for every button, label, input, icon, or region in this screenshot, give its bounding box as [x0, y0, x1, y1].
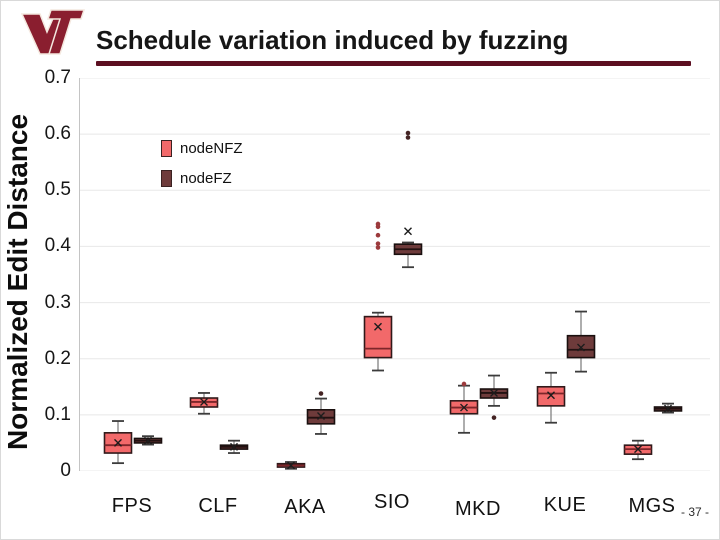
box-nodeNFZ-CLF — [189, 392, 219, 415]
y-tick-label: 0.2 — [44, 347, 71, 369]
box-nodeFZ-MGS — [653, 402, 683, 414]
box-nodeFZ-KUE — [566, 310, 596, 373]
mean-marker — [374, 322, 382, 331]
mean-marker — [634, 445, 642, 454]
mean-marker — [577, 343, 585, 352]
legend-swatch-nodeNFZ — [161, 140, 172, 157]
x-category-label-KUE: KUE — [543, 494, 587, 516]
legend-swatch-nodeFZ — [161, 170, 172, 187]
box-nodeNFZ-SIO — [363, 221, 393, 372]
mean-marker — [287, 461, 295, 470]
box-rect — [363, 315, 393, 359]
box-rect — [536, 385, 566, 407]
mean-marker — [230, 442, 238, 451]
outlier-point — [491, 415, 497, 420]
box-nodeNFZ-MGS — [623, 439, 653, 461]
x-category-label-SIO: SIO — [374, 491, 410, 513]
outlier-point — [375, 245, 381, 250]
mean-marker — [114, 438, 122, 447]
title-underline — [96, 61, 691, 66]
y-tick-label: 0.5 — [44, 179, 71, 201]
outlier-point — [375, 221, 381, 227]
y-axis-title: Normalized Edit Distance — [2, 113, 33, 451]
legend-row-nodeNFZ: nodeNFZ — [161, 140, 243, 157]
legend-label-nodeFZ: nodeFZ — [180, 170, 232, 187]
x-category-label-FPS: FPS — [111, 495, 153, 517]
box-nodeNFZ-FPS — [103, 420, 133, 465]
outlier-point — [405, 135, 411, 140]
plot-area — [80, 78, 710, 471]
x-category-label-MGS: MGS — [628, 495, 676, 517]
legend-row-nodeFZ: nodeFZ — [161, 170, 243, 187]
boxplot-chart — [79, 78, 710, 471]
outlier-point — [461, 381, 467, 387]
box-nodeFZ-AKA — [306, 391, 336, 435]
mean-marker — [664, 404, 672, 413]
mean-marker — [460, 403, 468, 412]
box-nodeFZ-SIO — [393, 130, 423, 269]
mean-marker — [144, 436, 152, 445]
mean-marker — [547, 391, 555, 400]
outlier-point — [375, 241, 381, 246]
page-number: - 37 - — [680, 505, 709, 519]
vt-logo — [20, 8, 86, 58]
mean-marker — [317, 411, 325, 420]
mean-marker — [200, 397, 208, 406]
box-nodeNFZ-AKA — [276, 461, 306, 470]
box-nodeFZ-FPS — [133, 435, 163, 446]
x-category-label-MKD: MKD — [455, 498, 501, 520]
box-nodeFZ-MKD — [479, 374, 509, 420]
x-category-label-AKA: AKA — [284, 496, 326, 518]
box-nodeFZ-CLF — [219, 439, 249, 454]
y-tick-label: 0.3 — [44, 291, 71, 313]
y-tick-label: 0 — [60, 460, 71, 481]
slide-title: Schedule variation induced by fuzzing — [96, 25, 569, 55]
box-nodeNFZ-MKD — [449, 381, 479, 434]
y-tick-label: 0.7 — [44, 67, 71, 88]
vt-logo-graphic — [20, 9, 86, 55]
y-tick-label: 0.4 — [44, 235, 71, 257]
outlier-point — [375, 232, 381, 238]
outlier-point — [405, 130, 411, 136]
mean-marker — [404, 227, 412, 236]
y-tick-label: 0.1 — [44, 403, 71, 425]
outlier-point — [318, 391, 324, 396]
y-tick-label: 0.6 — [44, 123, 71, 145]
box-nodeNFZ-KUE — [536, 371, 566, 424]
mean-marker — [490, 388, 498, 397]
x-category-label-CLF: CLF — [198, 495, 238, 517]
legend-label-nodeNFZ: nodeNFZ — [180, 140, 243, 157]
logo-letter-t — [46, 9, 86, 55]
chart-legend: nodeNFZ nodeFZ — [161, 140, 243, 200]
